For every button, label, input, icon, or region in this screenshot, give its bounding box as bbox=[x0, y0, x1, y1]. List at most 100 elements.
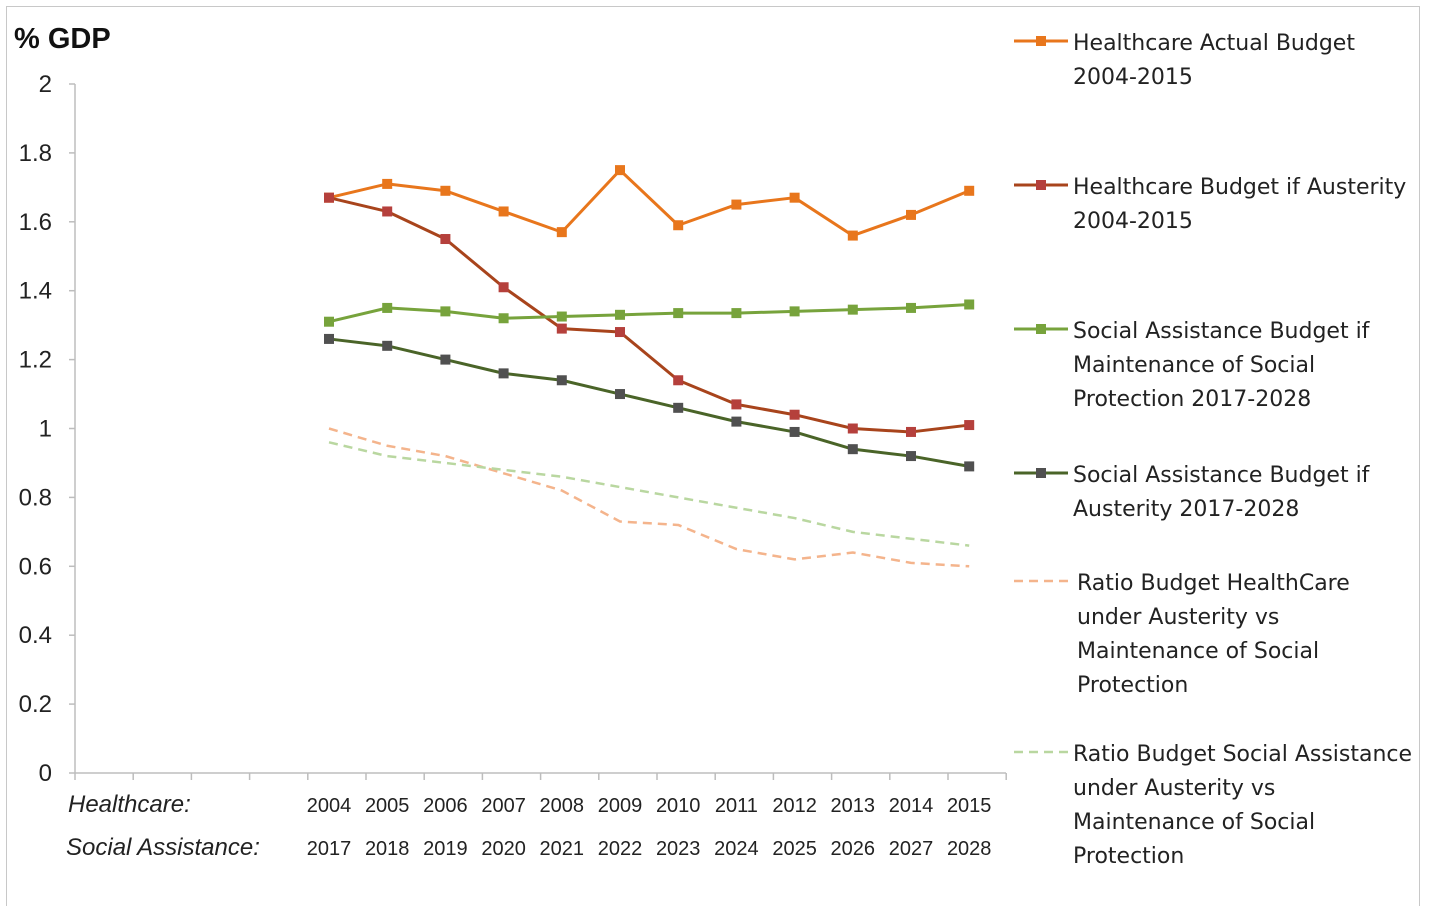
data-point bbox=[498, 313, 509, 324]
data-point bbox=[498, 282, 509, 293]
data-point bbox=[440, 234, 451, 245]
data-point bbox=[324, 333, 334, 344]
series-6 bbox=[328, 441, 970, 547]
x-tick-label: 2015 bbox=[947, 795, 992, 817]
legend-label: under Austerity vs bbox=[1073, 776, 1275, 801]
legend-label: Maintenance of Social bbox=[1073, 810, 1315, 835]
data-point bbox=[906, 426, 916, 437]
series-4 bbox=[324, 333, 975, 472]
x-tick-label: 2017 bbox=[307, 838, 352, 860]
legend-swatch-marker bbox=[1036, 36, 1046, 46]
data-point bbox=[673, 375, 684, 386]
legend-swatch-marker bbox=[1036, 468, 1046, 478]
y-tick-label: 1.8 bbox=[19, 140, 52, 167]
data-point bbox=[673, 308, 684, 319]
x-tick-label: 2018 bbox=[365, 838, 410, 860]
x-tick-label: 2022 bbox=[598, 838, 643, 860]
data-point bbox=[382, 340, 393, 351]
data-point bbox=[556, 227, 567, 238]
y-tick-label: 0.8 bbox=[19, 484, 52, 511]
series-5 bbox=[328, 427, 970, 568]
data-point bbox=[440, 306, 451, 317]
y-tick-label: 0.4 bbox=[19, 622, 52, 649]
data-point bbox=[382, 302, 393, 313]
data-point bbox=[324, 192, 334, 203]
legend-item-2: Healthcare Budget if Austerity 2004-2015 bbox=[1014, 175, 1406, 234]
x-tick-label: 2005 bbox=[365, 795, 410, 817]
chart-frame bbox=[6, 6, 1420, 906]
legend-label: Maintenance of Social bbox=[1073, 353, 1315, 378]
legend-item-4: Social Assistance Budget if Austerity 201… bbox=[1014, 463, 1371, 522]
legend-label: Social Assistance Budget if bbox=[1073, 463, 1371, 488]
data-point bbox=[906, 302, 916, 313]
x-tick-label: 2012 bbox=[772, 795, 817, 817]
x-tick-label: 2009 bbox=[598, 795, 643, 817]
y-tick-label: 0 bbox=[39, 760, 52, 787]
legend-label: Maintenance of Social bbox=[1077, 639, 1319, 664]
legend-label: Ratio Budget HealthCare bbox=[1077, 571, 1350, 596]
x-tick-label: 2010 bbox=[656, 795, 701, 817]
legend-item-3: Social Assistance Budget if Maintenance o… bbox=[1014, 319, 1371, 412]
data-point bbox=[789, 426, 800, 437]
legend-label: under Austerity vs bbox=[1077, 605, 1279, 630]
x-tick-label: 2024 bbox=[714, 838, 759, 860]
legend-label: Healthcare Actual Budget bbox=[1073, 31, 1355, 56]
x-tick-label: 2025 bbox=[772, 838, 817, 860]
x-tick-label: 2021 bbox=[540, 838, 585, 860]
series-2 bbox=[324, 192, 975, 437]
legend-swatch-marker bbox=[1036, 324, 1046, 334]
x-tick-label: 2004 bbox=[307, 795, 352, 817]
legend-label: Protection bbox=[1077, 673, 1188, 698]
series-line bbox=[328, 441, 970, 547]
legend-label: Social Assistance Budget if bbox=[1073, 319, 1371, 344]
data-point bbox=[964, 461, 975, 472]
data-point bbox=[847, 230, 858, 241]
data-point bbox=[556, 375, 567, 386]
x-tick-label: 2027 bbox=[889, 838, 934, 860]
y-tick-label: 1.4 bbox=[19, 278, 52, 305]
data-point bbox=[615, 327, 625, 338]
y-axis-title: % GDP bbox=[14, 23, 111, 55]
x-tick-label: 2013 bbox=[831, 795, 876, 817]
data-point bbox=[906, 209, 916, 220]
y-tick-label: 0.2 bbox=[19, 691, 52, 718]
data-point bbox=[440, 354, 451, 365]
data-point bbox=[731, 199, 742, 210]
data-point bbox=[731, 308, 742, 319]
data-point bbox=[556, 323, 567, 334]
legend-label: Protection 2017-2028 bbox=[1073, 387, 1311, 412]
x-tick-label: 2028 bbox=[947, 838, 992, 860]
data-point bbox=[615, 309, 625, 320]
y-tick-label: 1 bbox=[39, 416, 52, 443]
x-tick-label: 2007 bbox=[481, 795, 526, 817]
data-point bbox=[382, 178, 393, 189]
y-tick-label: 2 bbox=[39, 71, 52, 98]
series-line bbox=[328, 427, 970, 568]
series-line bbox=[328, 302, 970, 324]
data-point bbox=[847, 444, 858, 455]
legend-label: 2004-2015 bbox=[1073, 65, 1193, 90]
legend-item-1: Healthcare Actual Budget 2004-2015 bbox=[1014, 31, 1355, 90]
legend-item-5: Ratio Budget HealthCare under Austerity v… bbox=[1014, 571, 1350, 698]
legend-item-6: Ratio Budget Social Assistance under Aust… bbox=[1014, 742, 1412, 869]
legend-label: Austerity 2017-2028 bbox=[1073, 497, 1299, 522]
data-point bbox=[731, 416, 742, 427]
axes: 0 0.2 0.4 0.6 0.8 1 1.2 1.4 1.6 1.8 2 Healthcare: 20… bbox=[19, 71, 1007, 861]
data-point bbox=[498, 206, 509, 217]
x-row-label-healthcare: Healthcare: bbox=[68, 791, 191, 818]
data-point bbox=[556, 311, 567, 322]
legend-label: Ratio Budget Social Assistance bbox=[1073, 742, 1412, 767]
legend-label: 2004-2015 bbox=[1073, 209, 1193, 234]
x-tick-label: 2008 bbox=[540, 795, 585, 817]
x-tick-label: 2014 bbox=[889, 795, 934, 817]
x-tick-label: 2020 bbox=[481, 838, 526, 860]
y-tick-label: 0.6 bbox=[19, 553, 52, 580]
x-tick-label: 2026 bbox=[831, 838, 876, 860]
data-point bbox=[847, 304, 858, 315]
legend: Healthcare Actual Budget2004-2015Healthc… bbox=[1014, 31, 1412, 869]
legend-swatch-marker bbox=[1036, 180, 1046, 190]
data-point bbox=[964, 420, 975, 431]
data-point bbox=[789, 306, 800, 317]
series-layer bbox=[324, 165, 975, 568]
